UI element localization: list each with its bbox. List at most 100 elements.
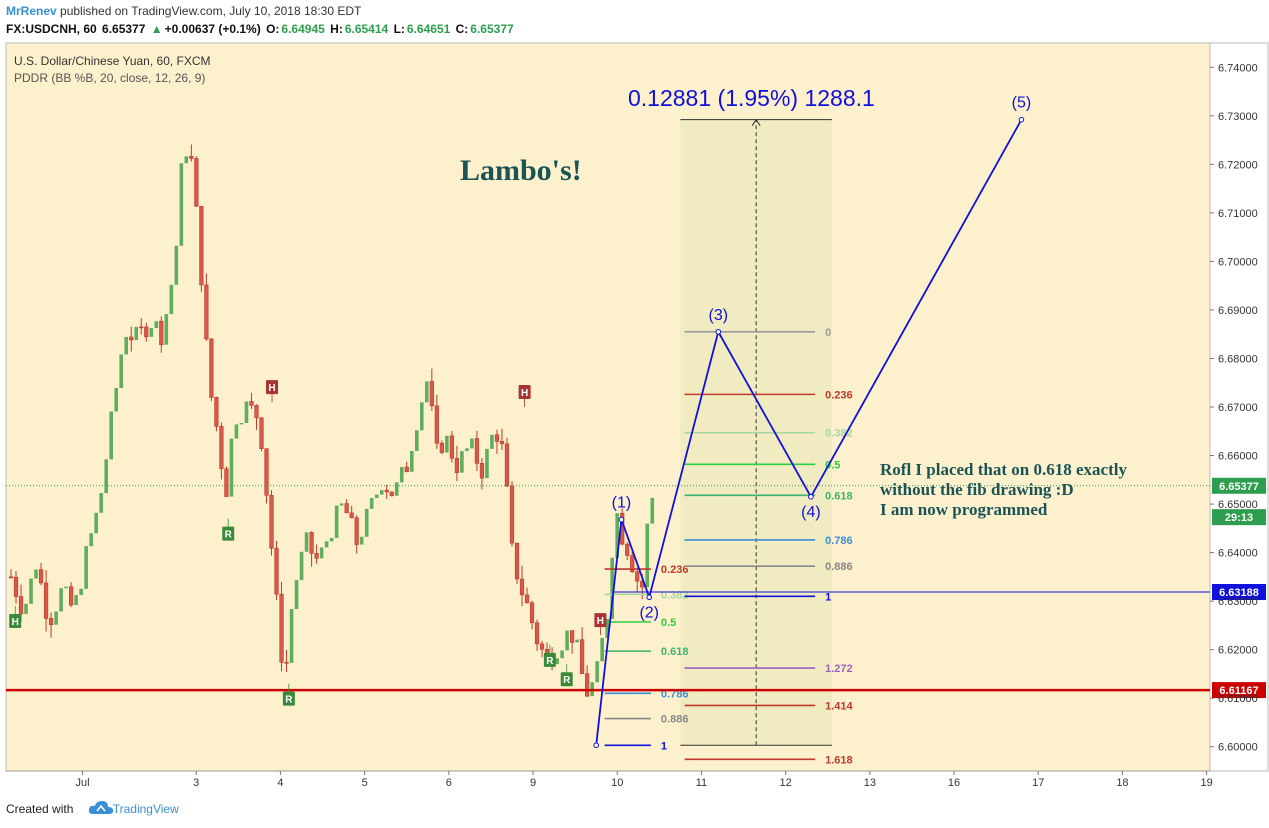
y-tick-label: 6.60000	[1218, 742, 1258, 754]
x-tick-label: 16	[948, 777, 960, 789]
candle-body	[94, 512, 98, 534]
candle-body	[439, 442, 444, 453]
candle-body	[344, 503, 349, 514]
fib-big-label: 0	[825, 327, 831, 339]
candle-body	[524, 594, 530, 604]
fib-big-label: 0.618	[825, 490, 853, 502]
fib-big-label: 1.618	[825, 754, 853, 766]
candle-body	[8, 576, 14, 579]
candle-body	[274, 547, 279, 595]
candle-body	[229, 438, 234, 497]
candle-body	[129, 336, 134, 341]
price-axis[interactable]	[1209, 42, 1269, 772]
candle-body	[499, 441, 505, 445]
fib-big-label: 0.236	[825, 389, 853, 401]
candle-body	[99, 493, 103, 513]
horizontal-levels[interactable]: 6.65377 29:13 6.63188 6.61167	[6, 477, 1266, 699]
y-tick-label: 6.64000	[1218, 548, 1258, 560]
price-tag-label: 6.61167	[1219, 685, 1258, 697]
note-text[interactable]: Rofl I placed that on 0.618 exactly with…	[880, 460, 1127, 519]
open-value: 6.64945	[281, 22, 325, 36]
candle-body	[149, 328, 154, 337]
high-label: H:	[330, 22, 343, 36]
price-tag-label: 29:13	[1225, 512, 1253, 524]
candle-body	[415, 430, 419, 451]
x-tick-label: 5	[362, 777, 368, 789]
candle-body	[374, 494, 379, 499]
pivot-label: R	[563, 675, 571, 686]
pivot-label: H	[12, 617, 19, 628]
candle-body	[434, 405, 439, 444]
wave-label: (1)	[612, 495, 632, 512]
candle-body	[304, 532, 309, 552]
pivot-box	[560, 672, 573, 687]
pivot-box	[266, 380, 279, 395]
candle-body	[159, 320, 164, 346]
candles	[8, 144, 655, 697]
price-tag-label: 6.63188	[1219, 587, 1259, 599]
price-chart[interactable]: 0.236 0.382 0.5 0.618 0.786 0.886 1 0 0.236 0.38…	[0, 40, 1269, 800]
wave-label: (5)	[1012, 95, 1032, 112]
x-tick-label: 4	[277, 777, 283, 789]
fib-big-label: 1	[825, 591, 831, 603]
fib-big-label: 0.886	[825, 561, 853, 573]
y-tick-label: 6.68000	[1218, 353, 1258, 365]
candle-body	[504, 443, 510, 487]
candle-body	[509, 485, 515, 544]
wave-point	[618, 516, 625, 523]
author-link[interactable]: MrRenev	[6, 4, 57, 18]
candle-body	[54, 611, 58, 625]
y-tick-label: 6.67000	[1218, 402, 1258, 414]
pivot-label: H	[521, 388, 528, 399]
candle-body	[534, 622, 540, 645]
low-label: L:	[393, 22, 405, 36]
y-tick-label: 6.63000	[1218, 596, 1258, 608]
legend-symbol: U.S. Dollar/Chinese Yuan, 60, FXCM	[14, 54, 211, 68]
candle-body	[13, 576, 19, 597]
fib-retracement-large[interactable]: 0 0.236 0.382 0.5 0.618 0.786 0.886 1 1.272 1.414…	[684, 327, 854, 767]
candle-body	[254, 405, 259, 419]
price-tag	[1212, 477, 1266, 494]
candle-body	[109, 411, 113, 460]
wave-point	[808, 493, 814, 500]
fib-small-label: 0.236	[661, 564, 689, 576]
candle-body	[174, 245, 179, 285]
candle-body	[319, 547, 324, 559]
candle-body	[399, 466, 404, 483]
measure-text[interactable]: 0.12881 (1.95%) 1288.1	[628, 85, 875, 111]
candle-body	[249, 401, 254, 406]
candle-body	[339, 503, 344, 506]
last-price: 6.65377	[102, 22, 146, 36]
close-value: 6.65377	[470, 22, 514, 36]
candle-body	[209, 338, 214, 398]
candle-body	[309, 532, 314, 554]
tradingview-cloud-icon	[88, 801, 114, 814]
candle-body	[259, 417, 264, 449]
y-tick-label: 6.69000	[1218, 305, 1258, 317]
y-tick-label: 6.65000	[1218, 499, 1258, 511]
ohlc-bar: FX:USDCNH, 60 6.65377 ▲ +0.00637 (+0.1%) …	[6, 22, 516, 36]
tradingview-link[interactable]: TradingView	[112, 802, 179, 816]
plot-area[interactable]	[5, 42, 1211, 772]
candle-body	[119, 354, 124, 388]
pivot-box	[518, 385, 531, 399]
elliott-wave[interactable]: (1) (2) (3) (4) (5)	[593, 95, 1032, 749]
wave-label: (2)	[639, 604, 659, 621]
candle-body	[334, 505, 339, 538]
candle-body	[84, 546, 88, 589]
lambo-text[interactable]: Lambo's!	[460, 154, 582, 187]
note-line-1: Rofl I placed that on 0.618 exactly	[880, 460, 1127, 479]
y-tick-label: 6.74000	[1218, 62, 1258, 74]
x-tick-label: 10	[611, 777, 623, 789]
candle-body	[379, 490, 384, 495]
candle-body	[169, 284, 174, 315]
candle-body	[199, 206, 204, 286]
candle-body	[454, 457, 459, 473]
candle-body	[404, 466, 409, 473]
candle-body	[585, 673, 590, 697]
wave-line	[595, 119, 1023, 746]
candle-body	[560, 650, 564, 659]
fib-small-label: 0.5	[661, 617, 676, 629]
publish-info: MrRenev published on TradingView.com, Ju…	[6, 4, 361, 18]
candle-body	[474, 438, 480, 464]
